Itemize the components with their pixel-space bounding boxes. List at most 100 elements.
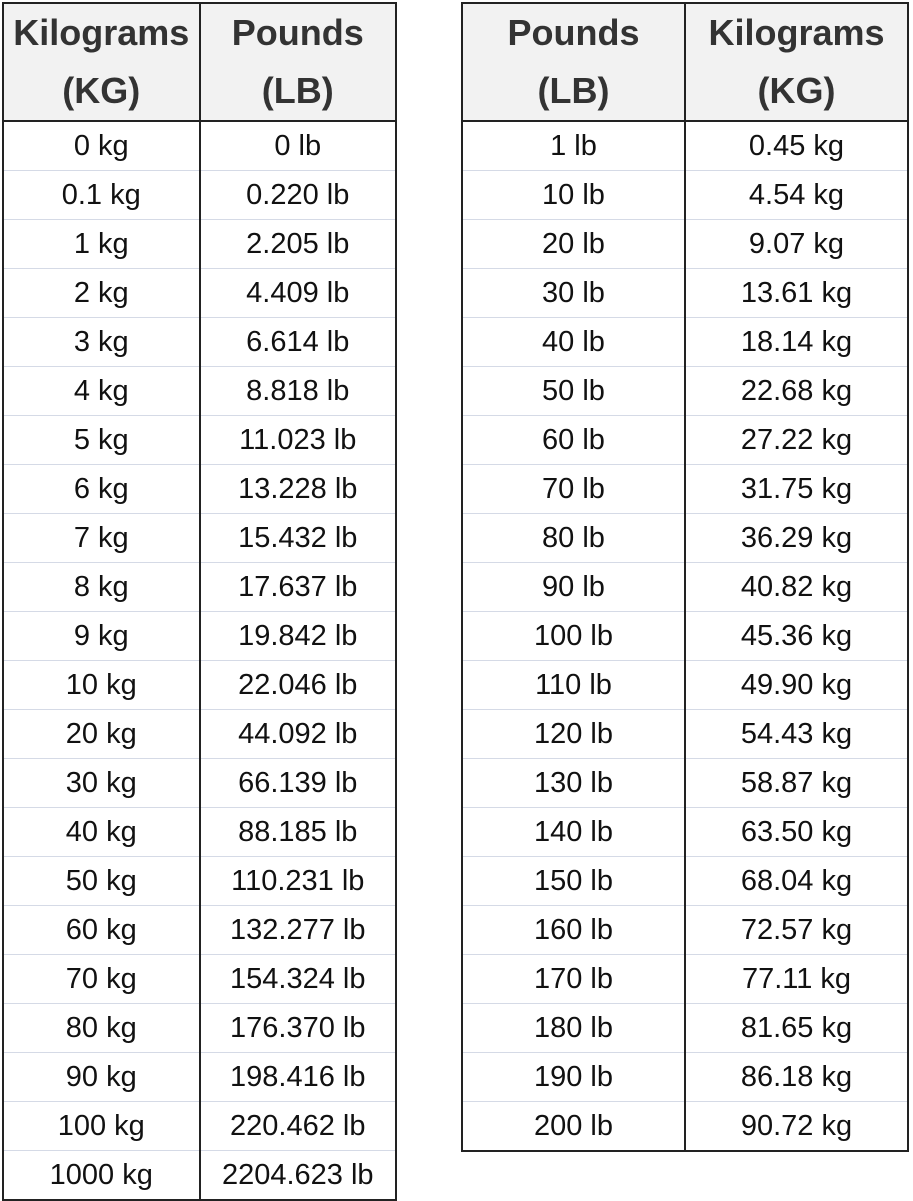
cell: 60 lb	[462, 415, 685, 465]
header-cell: Kilograms (KG)	[684, 3, 908, 122]
cell: 6 kg	[3, 464, 200, 514]
cell: 13.61 kg	[684, 268, 908, 318]
cell: 77.11 kg	[684, 954, 908, 1004]
cell: 58.87 kg	[684, 758, 908, 808]
row: 30 kg 66.139 lb	[3, 758, 396, 808]
cell: 0 lb	[198, 120, 396, 171]
cell: 90 kg	[3, 1052, 200, 1102]
cell: 88.185 lb	[198, 807, 396, 857]
row: 90 kg 198.416 lb	[3, 1052, 396, 1102]
cell: 154.324 lb	[198, 954, 396, 1004]
header-row: Kilograms (KG) Pounds (LB)	[3, 3, 396, 122]
cell: 132.277 lb	[198, 905, 396, 955]
row: 60 lb 27.22 kg	[462, 415, 908, 465]
cell: 90.72 kg	[684, 1101, 908, 1151]
row: 70 kg 154.324 lb	[3, 954, 396, 1004]
cell: 30 kg	[3, 758, 200, 808]
row: 100 kg 220.462 lb	[3, 1101, 396, 1151]
cell: 160 lb	[462, 905, 685, 955]
cell: 13.228 lb	[198, 464, 396, 514]
cell: 70 lb	[462, 464, 685, 514]
cell: 36.29 kg	[684, 513, 908, 563]
row: 4 kg 8.818 lb	[3, 366, 396, 416]
row: 140 lb 63.50 kg	[462, 807, 908, 857]
cell: 68.04 kg	[684, 856, 908, 906]
row: 3 kg 6.614 lb	[3, 317, 396, 367]
row: 80 lb 36.29 kg	[462, 513, 908, 563]
row: 0.1 kg 0.220 lb	[3, 170, 396, 220]
cell: 150 lb	[462, 856, 685, 906]
cell: 1 kg	[3, 219, 200, 269]
cell: 54.43 kg	[684, 709, 908, 759]
cell: 90 lb	[462, 562, 685, 612]
cell: 4.54 kg	[684, 170, 908, 220]
cell: 70 kg	[3, 954, 200, 1004]
cell: 20 kg	[3, 709, 200, 759]
cell: 5 kg	[3, 415, 200, 465]
row: 110 lb 49.90 kg	[462, 660, 908, 710]
row: 0 kg 0 lb	[3, 120, 396, 171]
row: 6 kg 13.228 lb	[3, 464, 396, 514]
cell: 10 kg	[3, 660, 200, 710]
cell: 86.18 kg	[684, 1052, 908, 1102]
cell: 11.023 lb	[198, 415, 396, 465]
row: 100 lb 45.36 kg	[462, 611, 908, 661]
row: 1 kg 2.205 lb	[3, 219, 396, 269]
row: 1 lb 0.45 kg	[462, 120, 908, 171]
cell: 6.614 lb	[198, 317, 396, 367]
cell: 40.82 kg	[684, 562, 908, 612]
header-row: Pounds (LB) Kilograms (KG)	[462, 3, 908, 122]
cell: 31.75 kg	[684, 464, 908, 514]
cell: 2204.623 lb	[198, 1150, 396, 1200]
cell: 19.842 lb	[198, 611, 396, 661]
cell: 50 lb	[462, 366, 685, 416]
cell: 1 lb	[462, 120, 685, 171]
row: 80 kg 176.370 lb	[3, 1003, 396, 1053]
cell: 110 lb	[462, 660, 685, 710]
row: 30 lb 13.61 kg	[462, 268, 908, 318]
cell: 81.65 kg	[684, 1003, 908, 1053]
row: 50 lb 22.68 kg	[462, 366, 908, 416]
row: 180 lb 81.65 kg	[462, 1003, 908, 1053]
cell: 100 lb	[462, 611, 685, 661]
cell: 44.092 lb	[198, 709, 396, 759]
row: 160 lb 72.57 kg	[462, 905, 908, 955]
cell: 7 kg	[3, 513, 200, 563]
cell: 8 kg	[3, 562, 200, 612]
row: 20 kg 44.092 lb	[3, 709, 396, 759]
cell: 66.139 lb	[198, 758, 396, 808]
cell: 60 kg	[3, 905, 200, 955]
cell: 220.462 lb	[198, 1101, 396, 1151]
row: 200 lb 90.72 kg	[462, 1101, 908, 1151]
row: 170 lb 77.11 kg	[462, 954, 908, 1004]
row: 10 kg 22.046 lb	[3, 660, 396, 710]
row: 60 kg 132.277 lb	[3, 905, 396, 955]
header-cell: Pounds (LB)	[462, 3, 685, 122]
cell: 120 lb	[462, 709, 685, 759]
cell: 8.818 lb	[198, 366, 396, 416]
row: 7 kg 15.432 lb	[3, 513, 396, 563]
cell: 100 kg	[3, 1101, 200, 1151]
cell: 0 kg	[3, 120, 200, 171]
cell: 15.432 lb	[198, 513, 396, 563]
cell: 63.50 kg	[684, 807, 908, 857]
row: 8 kg 17.637 lb	[3, 562, 396, 612]
cell: 10 lb	[462, 170, 685, 220]
cell: 200 lb	[462, 1101, 685, 1151]
cell: 0.1 kg	[3, 170, 200, 220]
cell: 22.68 kg	[684, 366, 908, 416]
row: 10 lb 4.54 kg	[462, 170, 908, 220]
cell: 2 kg	[3, 268, 200, 318]
row: 1000 kg 2204.623 lb	[3, 1150, 396, 1200]
row: 40 lb 18.14 kg	[462, 317, 908, 367]
cell: 190 lb	[462, 1052, 685, 1102]
cell: 130 lb	[462, 758, 685, 808]
cell: 40 lb	[462, 317, 685, 367]
cell: 3 kg	[3, 317, 200, 367]
cell: 4 kg	[3, 366, 200, 416]
cell: 4.409 lb	[198, 268, 396, 318]
cell: 198.416 lb	[198, 1052, 396, 1102]
row: 90 lb 40.82 kg	[462, 562, 908, 612]
row: 130 lb 58.87 kg	[462, 758, 908, 808]
